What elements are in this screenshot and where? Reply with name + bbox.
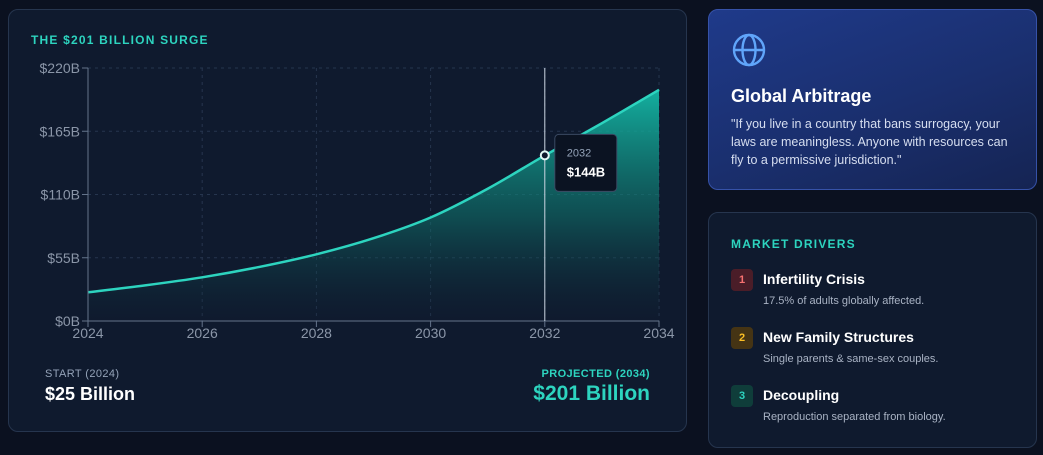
global-arbitrage-card: Global Arbitrage "If you live in a count… xyxy=(708,9,1037,190)
arbitrage-title: Global Arbitrage xyxy=(731,86,872,106)
driver-description: Single parents & same-sex couples. xyxy=(763,353,939,365)
driver-number-badge: 2 xyxy=(731,327,753,349)
axes: $0B $55B $110B $165B $220B 2024 2026 2028 2030 20… xyxy=(40,60,675,341)
start-label: START (2024) xyxy=(45,368,120,380)
x-tick-label: 2024 xyxy=(72,325,103,341)
x-tick-label: 2034 xyxy=(643,325,674,341)
x-tick-label: 2028 xyxy=(301,325,332,341)
x-tick-label: 2026 xyxy=(187,325,218,341)
area-fill xyxy=(87,88,660,321)
tooltip: 2032 $144B xyxy=(539,68,618,321)
driver-item: 1 Infertility Crisis 17.5% of adults glo… xyxy=(731,269,1021,319)
tooltip-box xyxy=(554,133,618,192)
chart-title: THE $201 BILLION SURGE xyxy=(31,33,209,47)
data-point xyxy=(539,150,550,161)
tooltip-value: $144B xyxy=(567,164,605,179)
start-value: $25 Billion xyxy=(45,384,136,404)
tooltip-year: 2032 xyxy=(567,147,591,159)
driver-item: 2 New Family Structures Single parents &… xyxy=(731,327,1021,377)
driver-description: 17.5% of adults globally affected. xyxy=(763,295,925,307)
y-tick-label: $165B xyxy=(40,123,80,139)
driver-name: Infertility Crisis xyxy=(763,271,865,287)
x-tick-label: 2032 xyxy=(529,325,560,341)
driver-name: New Family Structures xyxy=(763,329,914,345)
driver-item: 3 Decoupling Reproduction separated from… xyxy=(731,385,1021,435)
projected-label: PROJECTED (2034) xyxy=(541,368,650,380)
y-tick-label: $220B xyxy=(40,60,80,76)
area-chart[interactable]: $0B $55B $110B $165B $220B 2024 2026 2028 2030 20… xyxy=(9,10,688,360)
y-tick-label: $55B xyxy=(47,250,80,266)
driver-description: Reproduction separated from biology. xyxy=(763,411,946,423)
y-tick-label: $110B xyxy=(41,187,80,203)
arbitrage-quote: "If you live in a country that bans surr… xyxy=(731,117,1008,167)
projected-value: $201 Billion xyxy=(533,382,650,405)
drivers-title: MARKET DRIVERS xyxy=(731,237,856,251)
driver-name: Decoupling xyxy=(763,387,840,403)
globe-icon xyxy=(732,33,766,67)
y-tick-label: $0B xyxy=(55,313,80,329)
chart-card: THE $201 BILLION SURGE $0B $55B $110B $165B… xyxy=(8,9,687,432)
driver-number-badge: 1 xyxy=(731,269,753,291)
market-drivers-card: MARKET DRIVERS 1 Infertility Crisis 17.5… xyxy=(708,212,1037,448)
area-fill-shape xyxy=(88,89,659,321)
x-tick-label: 2030 xyxy=(415,325,446,341)
driver-number-badge: 3 xyxy=(731,385,753,407)
